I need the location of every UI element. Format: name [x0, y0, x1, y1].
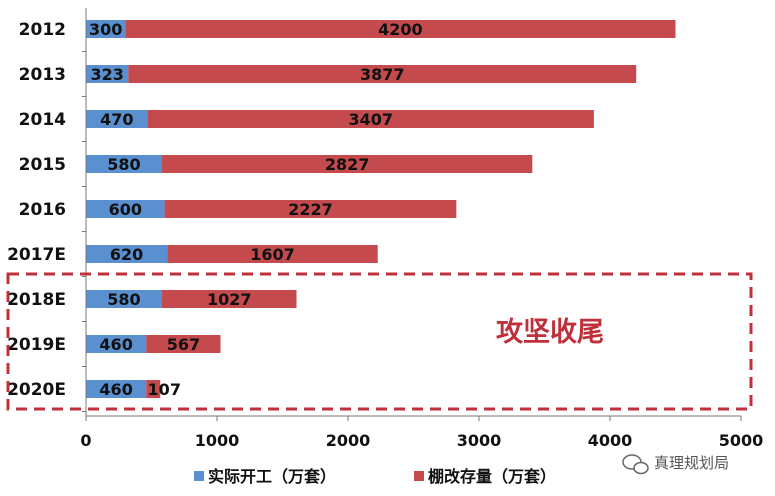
- value-label-2016-series-0: 600: [109, 200, 142, 219]
- value-label-2018E-series-0: 580: [107, 290, 140, 309]
- wechat-icon: [622, 454, 649, 475]
- value-label-2012-series-1: 4200: [378, 20, 423, 39]
- x-tick-label-0: 0: [80, 431, 91, 450]
- bar-2019E-series-0: [86, 335, 147, 353]
- annotation-label: 攻坚收尾: [496, 317, 604, 348]
- legend: 实际开工（万套） 棚改存量（万套）: [194, 467, 556, 486]
- category-label-2019E: 2019E: [7, 335, 66, 355]
- x-tick-label-1000: 1000: [195, 431, 240, 450]
- x-tick-label-2000: 2000: [326, 431, 371, 450]
- bar-2014-series-1: [147, 110, 594, 128]
- legend-label-1: 棚改存量（万套）: [428, 467, 556, 486]
- legend-swatch-1: [414, 471, 424, 481]
- category-label-2015: 2015: [19, 155, 66, 175]
- value-label-2014-series-1: 3407: [348, 110, 393, 129]
- category-label-2012: 2012: [19, 20, 66, 40]
- value-label-2017E-series-1: 1607: [250, 245, 295, 264]
- annotation-layer: 攻坚收尾: [6, 272, 753, 411]
- bar-2018E-series-0: [86, 290, 162, 308]
- x-tick-label-5000: 5000: [719, 431, 764, 450]
- watermark: 真理规划局: [622, 454, 729, 475]
- legend-label-0: 实际开工（万套）: [208, 467, 336, 486]
- bar-2015-series-0: [86, 155, 162, 173]
- bar-2017E-series-1: [167, 245, 378, 263]
- category-label-2014: 2014: [19, 110, 66, 130]
- bar-2019E-series-1: [146, 335, 221, 353]
- axis-layer: 0 1000 2000 3000 4000 5000: [80, 8, 763, 450]
- wechat-icon-bubble-2: [633, 461, 649, 475]
- value-label-2013-series-1: 3877: [360, 65, 405, 84]
- bar-2020E-series-1: [146, 380, 161, 398]
- bar-2012-series-0: [86, 20, 126, 38]
- labels-layer: 300 4200 2012 323 3877 2013 470 3407 2014 580 2827…: [7, 20, 423, 400]
- category-label-2013: 2013: [19, 65, 66, 85]
- x-tick-label-4000: 4000: [588, 431, 633, 450]
- watermark-text: 真理规划局: [654, 454, 729, 472]
- bars-layer: [86, 20, 676, 398]
- x-tick-label-3000: 3000: [457, 431, 502, 450]
- value-label-2019E-series-0: 460: [99, 335, 132, 354]
- bar-2018E-series-1: [161, 290, 297, 308]
- legend-swatch-0: [194, 471, 204, 481]
- value-label-2016-series-1: 2227: [288, 200, 333, 219]
- category-label-2018E: 2018E: [7, 290, 66, 310]
- bar-2014-series-0: [86, 110, 148, 128]
- value-label-2020E-series-1: 107: [148, 380, 181, 399]
- value-label-2019E-series-1: 567: [167, 335, 200, 354]
- annotation-dashed-box: [6, 272, 753, 411]
- category-label-2017E: 2017E: [7, 245, 66, 265]
- bar-2017E-series-0: [86, 245, 168, 263]
- value-label-2014-series-0: 470: [100, 110, 133, 129]
- value-label-2020E-series-0: 460: [99, 380, 132, 399]
- category-label-2020E: 2020E: [7, 380, 66, 400]
- category-label-2016: 2016: [19, 200, 66, 220]
- value-label-2018E-series-1: 1027: [207, 290, 252, 309]
- bar-2016-series-1: [164, 200, 457, 218]
- value-label-2012-series-0: 300: [89, 20, 122, 39]
- bar-2013-series-1: [128, 65, 637, 83]
- value-label-2015-series-1: 2827: [325, 155, 370, 174]
- bar-2013-series-0: [86, 65, 129, 83]
- value-label-2015-series-0: 580: [107, 155, 140, 174]
- bar-2020E-series-0: [86, 380, 147, 398]
- bar-2016-series-0: [86, 200, 165, 218]
- bar-2012-series-1: [125, 20, 676, 38]
- value-label-2017E-series-0: 620: [110, 245, 143, 264]
- value-label-2013-series-0: 323: [90, 65, 123, 84]
- bar-2015-series-1: [161, 155, 533, 173]
